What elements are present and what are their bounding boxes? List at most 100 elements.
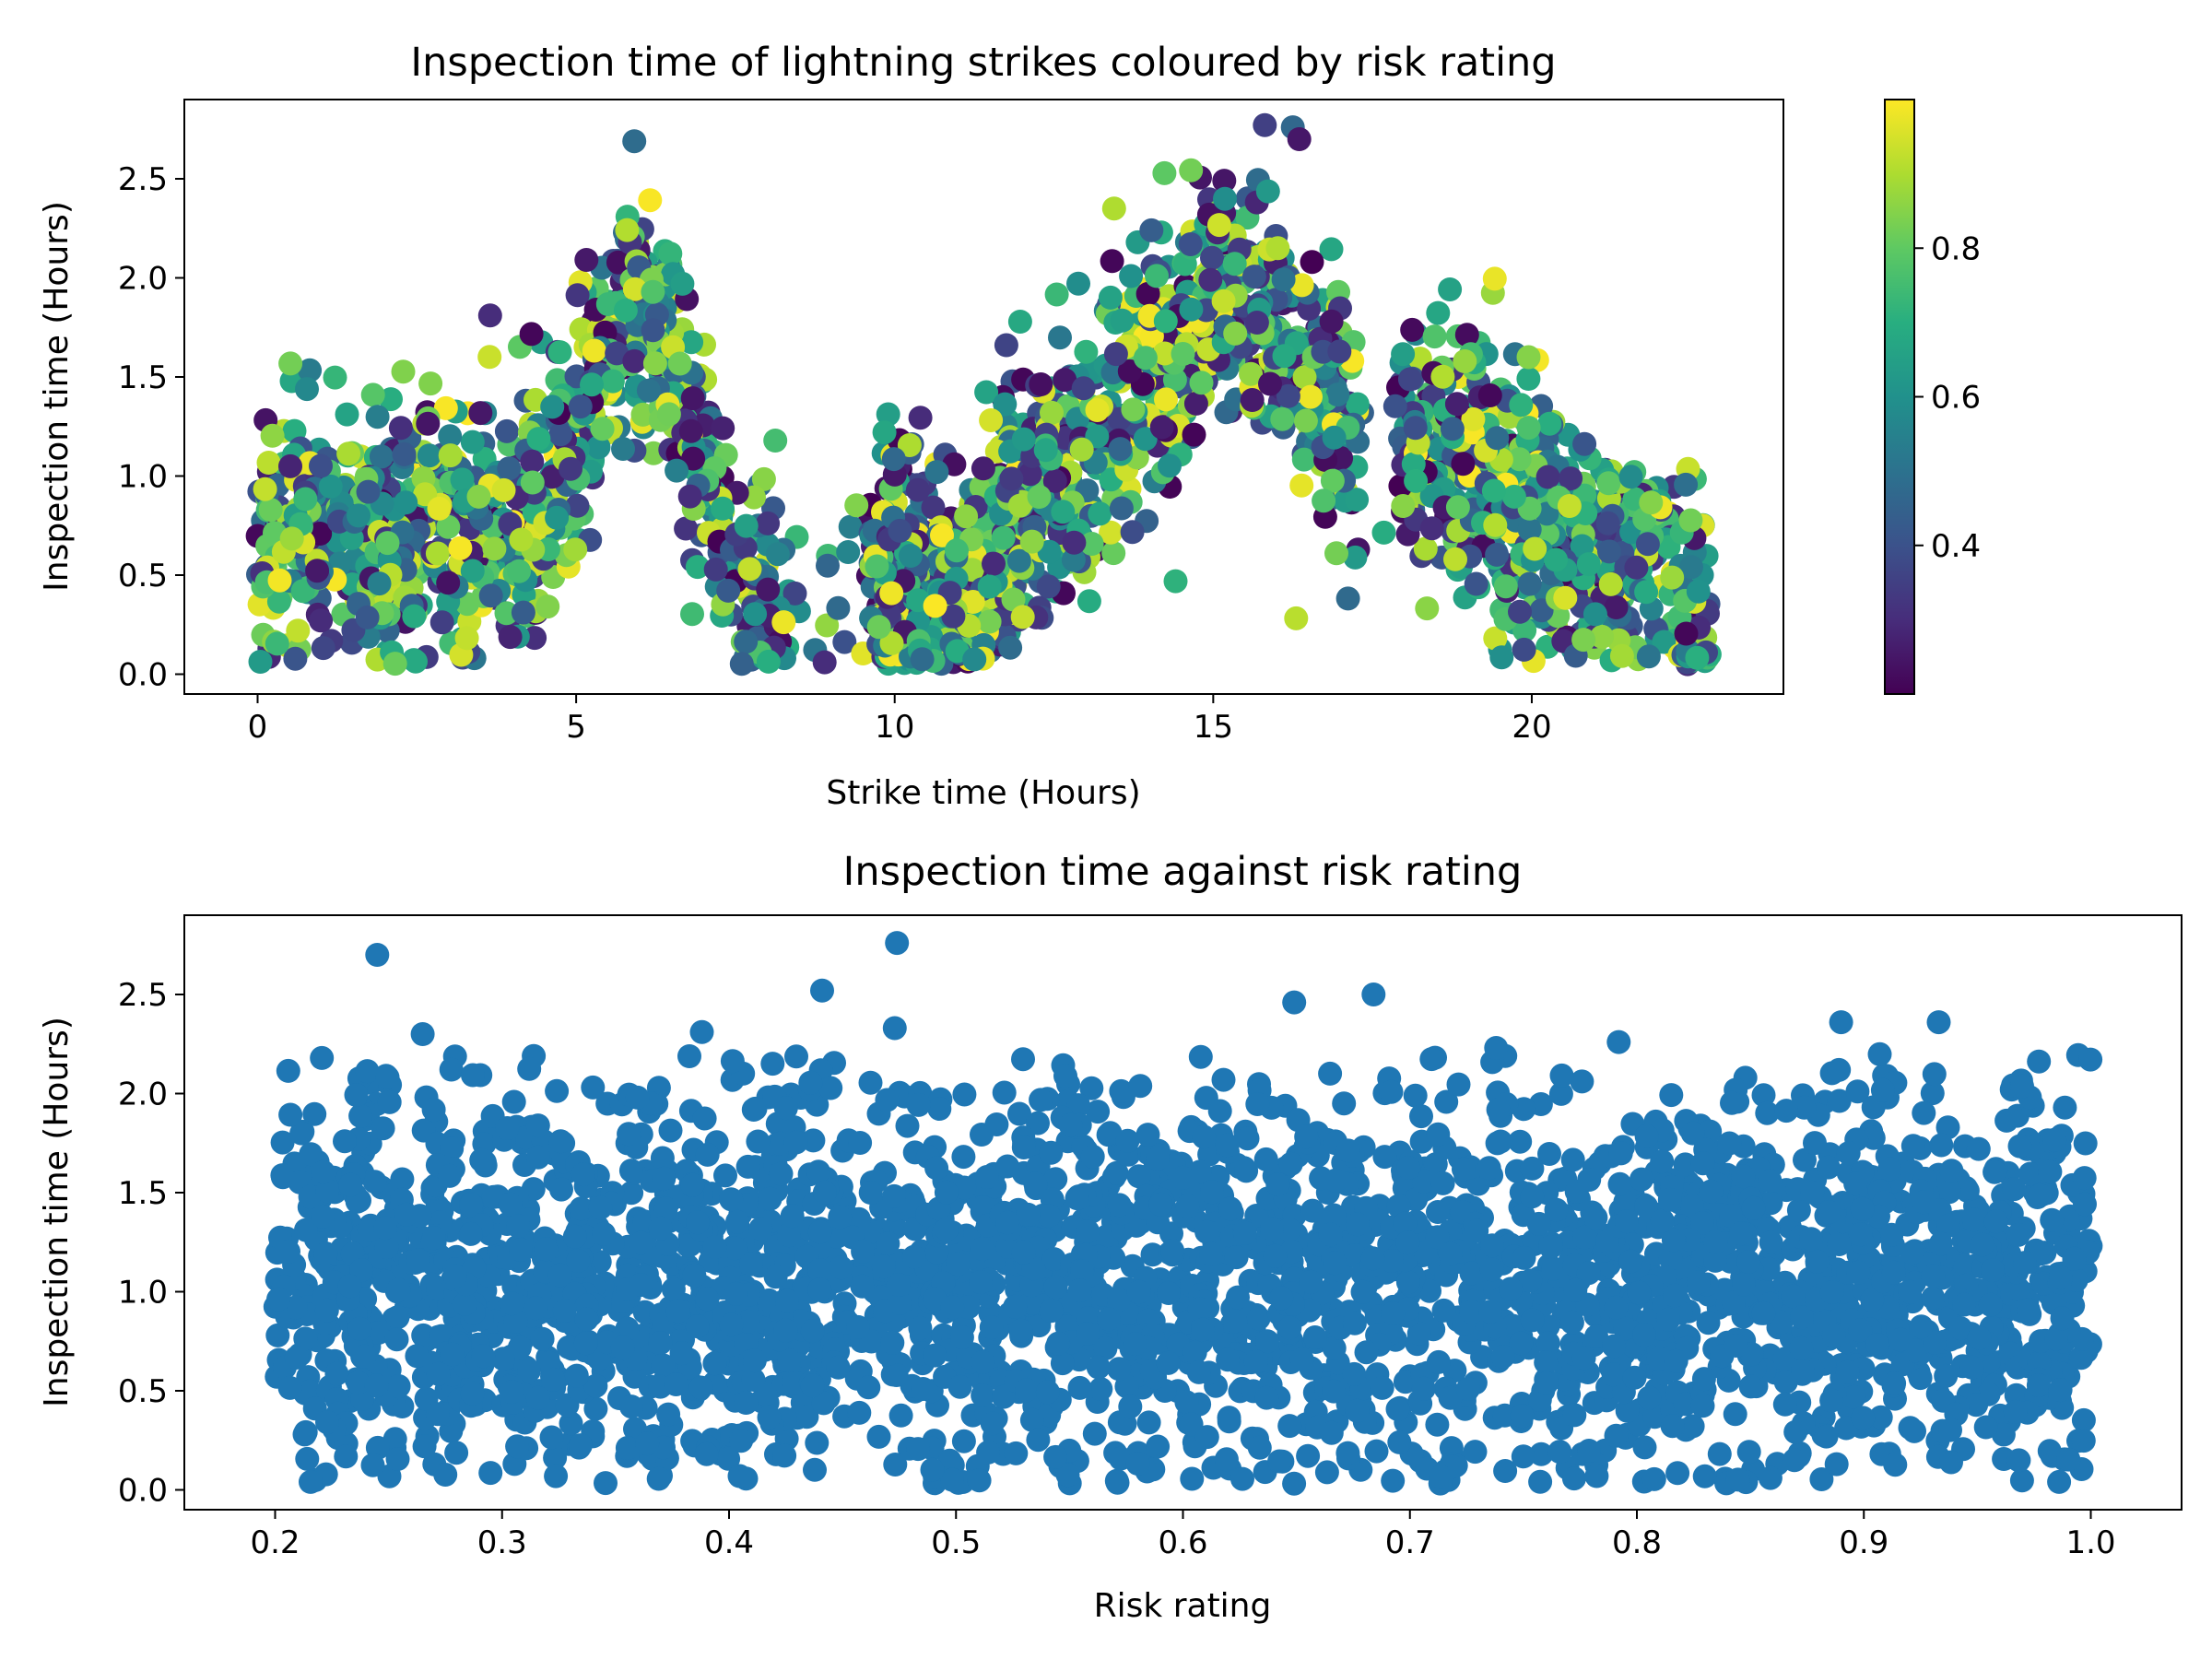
x-tick-label: 5 bbox=[566, 709, 586, 746]
top-point bbox=[921, 495, 946, 520]
bottom-point bbox=[924, 1240, 949, 1265]
top-point bbox=[734, 513, 759, 538]
bottom-point bbox=[619, 1181, 644, 1206]
top-point bbox=[418, 371, 443, 396]
bottom-point bbox=[374, 1235, 399, 1260]
bottom-point bbox=[1689, 1211, 1714, 1235]
top-point bbox=[1604, 595, 1629, 619]
bottom-point bbox=[777, 1348, 802, 1372]
bottom-point bbox=[1207, 1099, 1232, 1124]
top-point bbox=[656, 402, 681, 427]
x-tick-label: 20 bbox=[1512, 709, 1551, 746]
top-point bbox=[436, 571, 461, 595]
top-point bbox=[1100, 249, 1124, 274]
top-point bbox=[540, 465, 565, 489]
bottom-point bbox=[1425, 1412, 1450, 1437]
bottom-point bbox=[866, 1424, 891, 1449]
top-point bbox=[1163, 569, 1188, 594]
bottom-chart: Inspection time against risk rating 0.2 0… bbox=[38, 849, 2183, 1625]
top-point bbox=[365, 405, 390, 429]
bottom-point bbox=[1868, 1405, 1893, 1430]
bottom-point bbox=[411, 1323, 436, 1347]
top-point bbox=[1213, 186, 1237, 211]
top-point bbox=[1040, 400, 1064, 425]
top-point bbox=[1576, 552, 1601, 577]
bottom-point bbox=[2053, 1095, 2077, 1120]
bottom-point bbox=[270, 1130, 295, 1155]
bottom-point bbox=[618, 1159, 643, 1183]
bottom-point bbox=[1836, 1141, 1861, 1166]
bottom-point bbox=[360, 1453, 385, 1477]
top-point bbox=[711, 496, 735, 521]
top-point bbox=[1018, 462, 1042, 487]
top-y-axis: 0.00.51.01.52.02.5 bbox=[118, 161, 184, 694]
top-point bbox=[1027, 485, 1052, 509]
top-point bbox=[982, 551, 1006, 576]
top-point bbox=[1322, 425, 1347, 450]
top-point bbox=[812, 650, 837, 675]
top-point bbox=[1686, 579, 1711, 604]
bottom-point bbox=[1641, 1466, 1666, 1491]
top-point bbox=[436, 514, 461, 539]
colorbar: 0.40.60.8 bbox=[1884, 99, 1981, 695]
bottom-point bbox=[594, 1471, 618, 1496]
bottom-point bbox=[1379, 1079, 1404, 1104]
top-point bbox=[293, 487, 318, 512]
bottom-point bbox=[1547, 1440, 1572, 1465]
top-point bbox=[899, 544, 923, 568]
top-point bbox=[450, 467, 475, 492]
bottom-point bbox=[1800, 1180, 1825, 1205]
top-point bbox=[756, 511, 781, 535]
top-point bbox=[751, 466, 776, 491]
bottom-point bbox=[658, 1118, 683, 1143]
x-tick-label: 0 bbox=[248, 709, 268, 746]
bottom-point bbox=[967, 1468, 992, 1493]
bottom-point bbox=[1426, 1349, 1451, 1374]
bottom-point bbox=[1314, 1460, 1339, 1485]
top-point bbox=[1119, 264, 1144, 288]
top-point bbox=[1451, 452, 1476, 477]
bottom-point bbox=[439, 1057, 464, 1082]
bottom-point bbox=[530, 1326, 555, 1351]
top-point bbox=[658, 241, 683, 266]
top-point bbox=[876, 402, 900, 427]
top-point bbox=[1489, 645, 1514, 670]
top-point bbox=[1660, 565, 1685, 590]
top-point bbox=[547, 340, 572, 365]
top-point bbox=[1135, 281, 1160, 306]
top-point bbox=[438, 443, 463, 468]
top-point bbox=[606, 250, 630, 275]
bottom-point bbox=[1302, 1325, 1327, 1349]
bottom-point bbox=[1282, 1471, 1307, 1496]
top-point bbox=[888, 518, 912, 543]
bottom-point bbox=[517, 1056, 542, 1081]
top-point bbox=[1099, 520, 1124, 545]
top-point bbox=[520, 470, 545, 495]
bottom-point bbox=[2007, 1134, 2032, 1159]
bottom-point bbox=[277, 1375, 302, 1400]
top-point bbox=[945, 538, 969, 563]
top-point bbox=[425, 541, 450, 566]
top-point bbox=[977, 574, 1002, 599]
top-point bbox=[1088, 501, 1112, 526]
top-point bbox=[586, 435, 611, 460]
top-point bbox=[680, 602, 704, 627]
bottom-point bbox=[2018, 1161, 2042, 1186]
top-point bbox=[369, 444, 394, 469]
top-point bbox=[1085, 398, 1110, 422]
bottom-point bbox=[1659, 1083, 1684, 1108]
y-tick-label: 2.5 bbox=[118, 161, 168, 198]
top-point bbox=[1206, 213, 1231, 238]
top-point bbox=[1483, 626, 1508, 651]
bottom-point bbox=[1419, 1047, 1444, 1072]
top-point bbox=[1443, 547, 1467, 571]
top-point bbox=[1048, 325, 1072, 350]
bottom-point bbox=[757, 1405, 782, 1430]
bottom-point bbox=[805, 1430, 830, 1455]
top-point bbox=[1200, 245, 1224, 270]
bottom-point bbox=[1584, 1464, 1609, 1488]
top-point bbox=[1222, 252, 1247, 276]
top-point bbox=[477, 345, 502, 370]
bottom-point bbox=[1396, 1156, 1421, 1180]
bottom-point bbox=[1438, 1385, 1463, 1410]
